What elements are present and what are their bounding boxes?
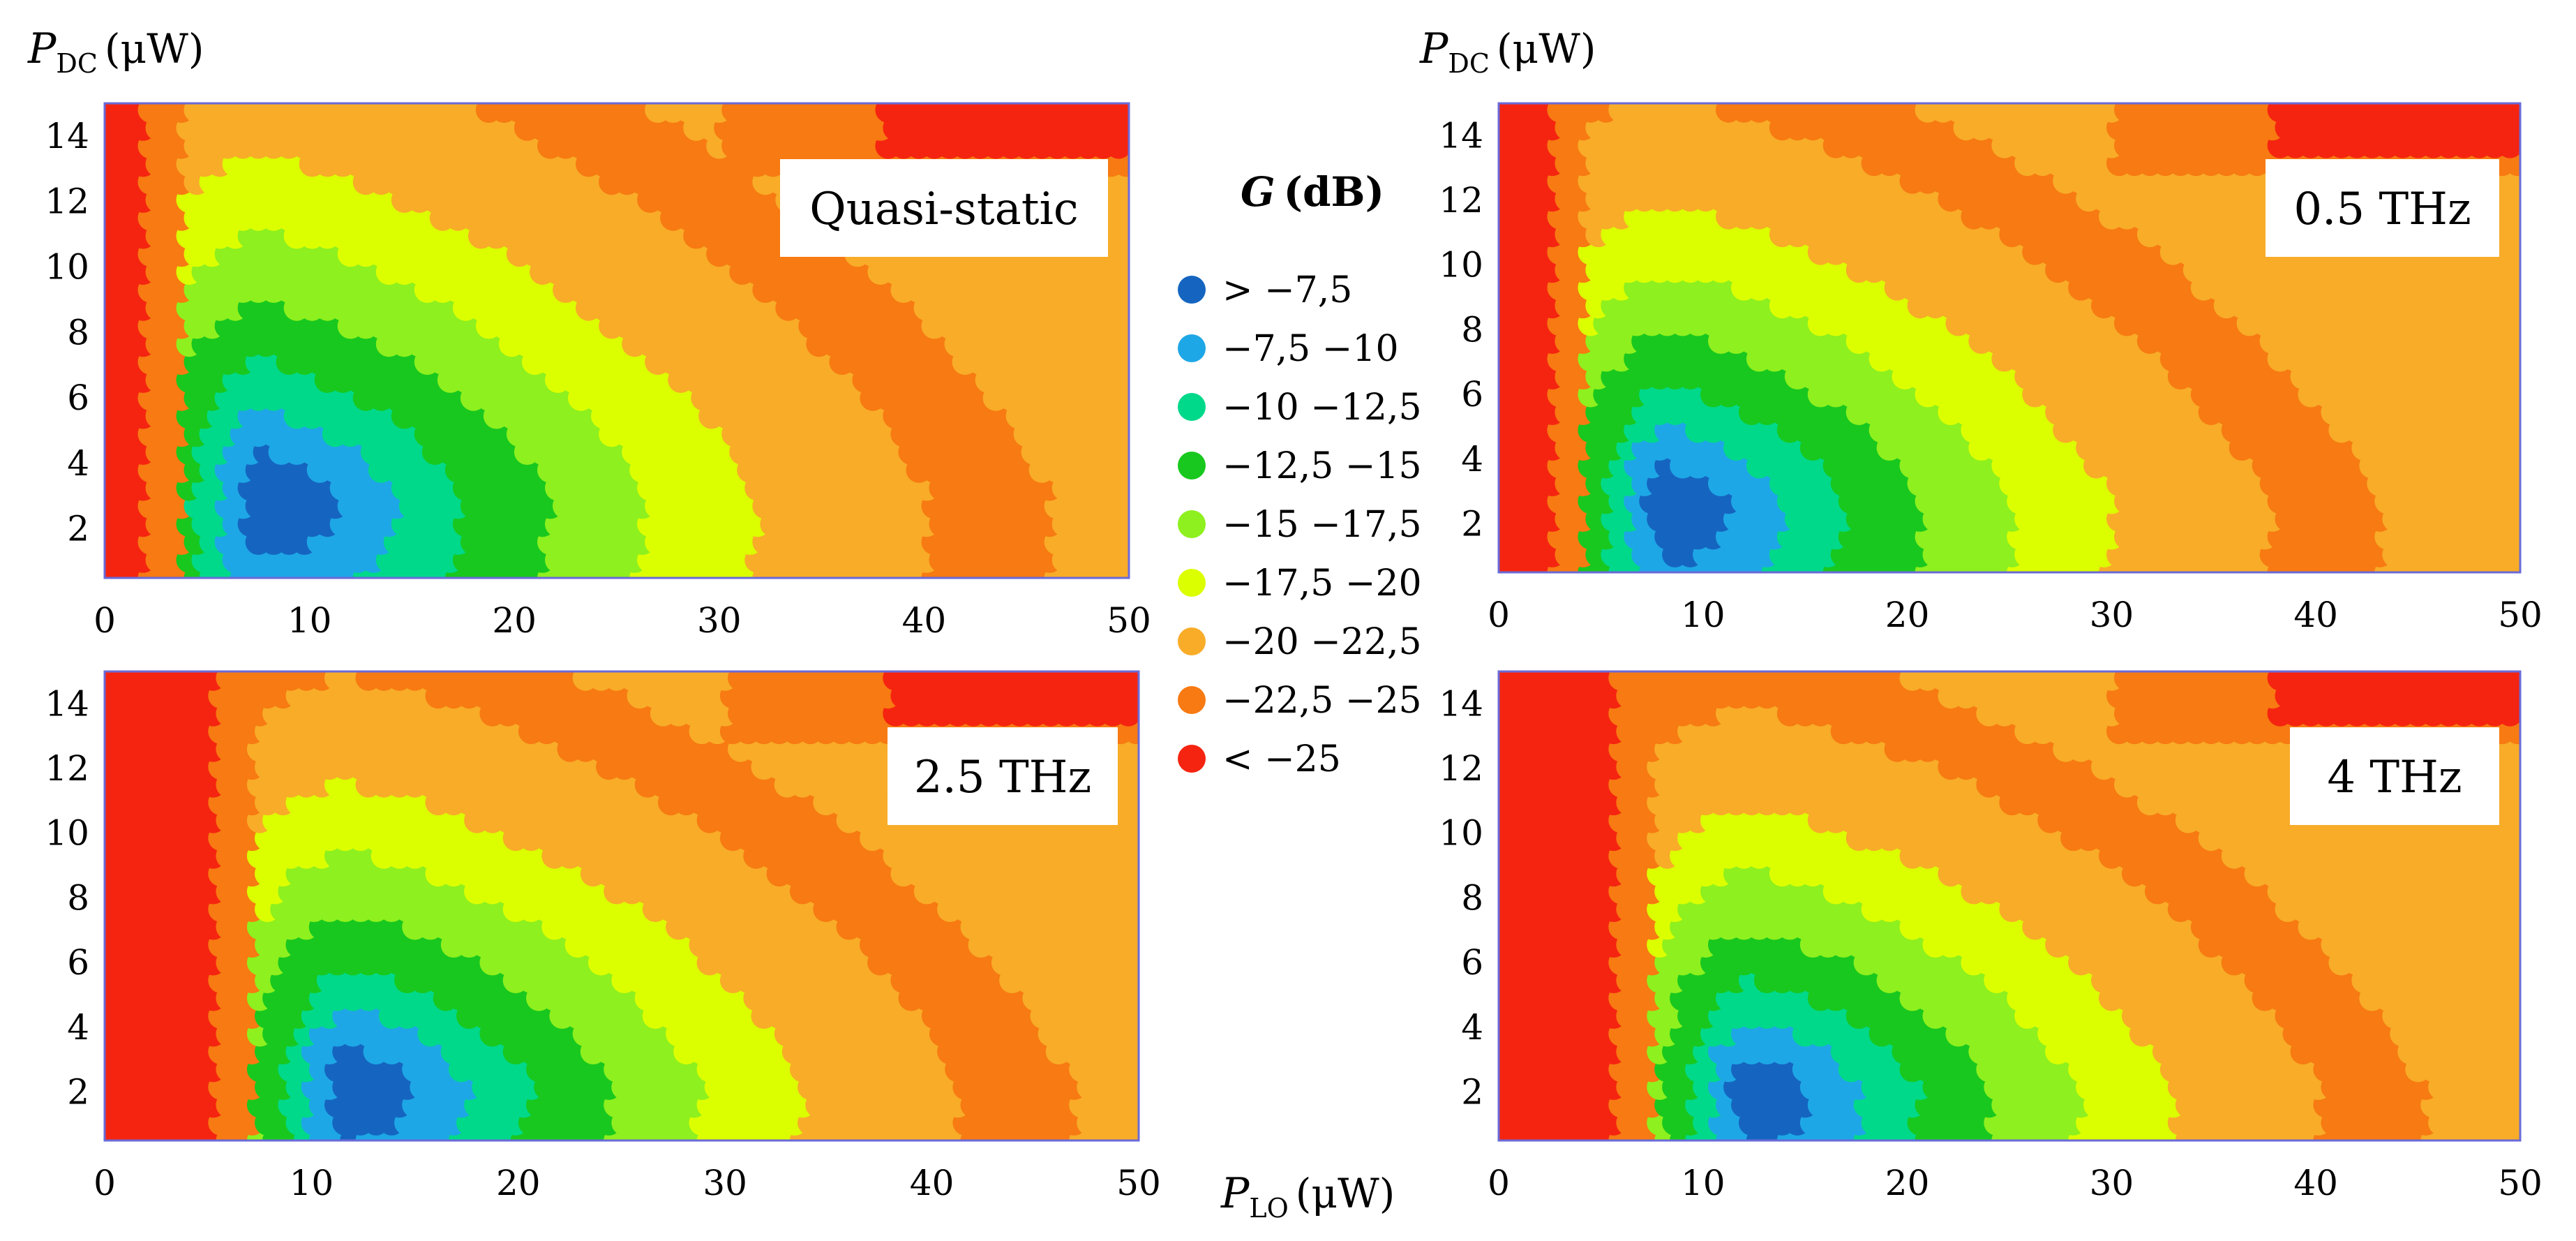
- panel-frame: [103, 102, 1130, 579]
- y-tick-label: 12: [1439, 180, 1483, 221]
- x-tick-label: 10: [287, 600, 332, 641]
- legend-swatch: [1178, 627, 1206, 655]
- legend-label: −17,5 −20: [1222, 563, 1422, 604]
- x-tick-label: 30: [697, 600, 742, 641]
- legend-swatch: [1178, 334, 1206, 362]
- y-tick-label: 12: [45, 181, 89, 222]
- y-tick-label: 6: [67, 378, 89, 418]
- x-tick-label: 50: [1107, 600, 1151, 641]
- y-tick-label: 14: [45, 116, 89, 156]
- x-tick-label: 40: [902, 600, 947, 641]
- y-axis-title-right: PDC (μW): [1419, 24, 1596, 79]
- panel-label-box: [780, 159, 1108, 257]
- y-tick-label: 2: [67, 509, 89, 549]
- x-tick-label: 0: [93, 600, 116, 641]
- x-tick-label: 0: [1488, 595, 1510, 635]
- y-tick-label: 6: [1461, 374, 1483, 415]
- panel-title: 0.5 THz: [2293, 184, 2471, 235]
- panel-2: 2 4 6 8 10 12 14 0 10 20 30 40 50 0.5 THz: [1439, 102, 2543, 635]
- x-tick-label: 30: [2090, 595, 2134, 635]
- legend-label: −10 −12,5: [1222, 387, 1422, 429]
- legend-title: G (dB): [1241, 168, 1384, 216]
- y-tick-label: 4: [1461, 439, 1483, 480]
- y-tick-label: 10: [45, 246, 89, 287]
- legend-label: −12,5 −15: [1222, 445, 1422, 487]
- y-tick-label: 10: [1439, 245, 1483, 285]
- legend-swatch: [1178, 510, 1206, 538]
- legend-swatch: [1178, 745, 1206, 773]
- legend-label: −7,5 −10: [1222, 328, 1399, 370]
- panel-label-box: [2266, 159, 2499, 257]
- y-tick-label: 8: [67, 312, 89, 352]
- y-axis-title-left: PDC (μW): [27, 24, 204, 79]
- legend-swatch: [1178, 452, 1206, 480]
- x-tick-label: 50: [2498, 595, 2543, 635]
- y-tick-label: 2: [1461, 503, 1483, 544]
- heatmap-cells: [105, 103, 1129, 578]
- legend-swatch: [1178, 686, 1206, 714]
- x-tick-label: 20: [492, 600, 537, 641]
- x-tick-label: 10: [1681, 595, 1725, 635]
- y-tick-label: 4: [67, 443, 89, 484]
- panel-1: 2 4 6 8 10 12 14 0 10 20 30 40 50 Quasi-static: [45, 102, 1151, 641]
- y-tick-label: 14: [1439, 115, 1483, 156]
- legend: G (dB) > −7,5 −7,5 −10 −10 −12,5 −12,5 −15 −1…: [1178, 168, 1422, 780]
- panel-frame: [1497, 102, 2522, 574]
- heatmap-cell: [2497, 103, 2520, 123]
- legend-label: −20 −22,5: [1222, 621, 1422, 663]
- x-tick-label: 40: [2293, 595, 2338, 635]
- legend-label: < −25: [1222, 738, 1341, 780]
- legend-label: > −7,5: [1222, 269, 1352, 311]
- panel-title: Quasi-static: [809, 184, 1079, 235]
- legend-swatch: [1178, 569, 1206, 597]
- x-tick-label: 20: [1885, 595, 1930, 635]
- x-axis-title: PLO (μW): [1220, 1169, 1395, 1224]
- heatmap-cell: [1105, 103, 1129, 123]
- legend-swatch: [1178, 276, 1206, 304]
- legend-label: −15 −17,5: [1222, 504, 1422, 546]
- legend-label: −22,5 −25: [1222, 680, 1422, 722]
- y-tick-label: 8: [1461, 309, 1483, 350]
- legend-swatch: [1178, 393, 1206, 421]
